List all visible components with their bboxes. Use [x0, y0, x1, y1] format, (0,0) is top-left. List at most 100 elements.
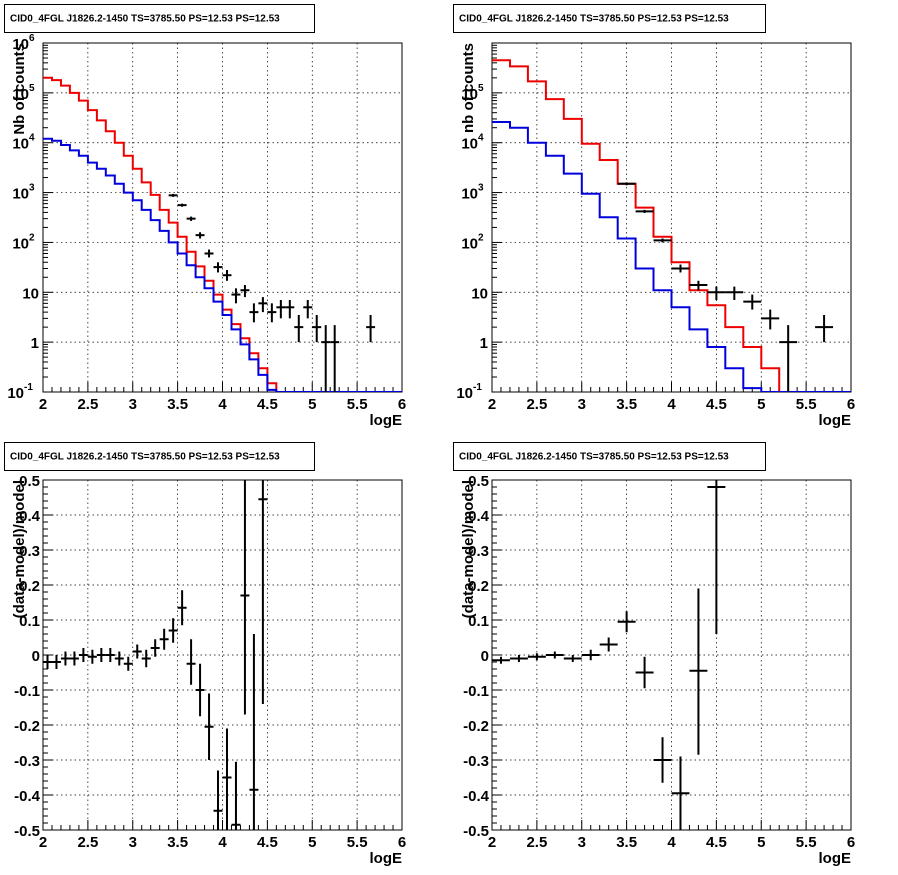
y-tick-label: 0.1: [468, 613, 489, 630]
data-point: [689, 588, 708, 755]
x-tick-label: 4: [667, 396, 676, 413]
data-point: [527, 653, 546, 661]
y-axis-label: Nb of counts: [11, 43, 28, 135]
data-point: [492, 656, 510, 664]
data-point: [815, 315, 834, 343]
data-point: [87, 649, 97, 664]
x-tick-label: 2.5: [526, 396, 547, 413]
title-box: [4, 442, 315, 471]
data-point: [195, 232, 205, 239]
y-tick-label: -0.1: [14, 683, 40, 700]
data-point: [545, 651, 564, 659]
y-tick-label: 10: [461, 136, 478, 153]
data-point: [150, 639, 160, 657]
x-tick-label: 5.5: [347, 396, 368, 413]
x-tick-label: 4: [218, 396, 227, 413]
x-tick-label: 3.5: [167, 834, 188, 851]
y-tick-exponent: 6: [29, 33, 35, 44]
x-tick-label: 3: [578, 834, 586, 851]
title-box: [453, 442, 766, 471]
x-axis-label: logE: [819, 412, 852, 429]
x-tick-label: 5.5: [347, 834, 368, 851]
data-point: [303, 300, 313, 319]
data-point: [204, 693, 214, 760]
y-tick-label: -0.2: [463, 718, 489, 735]
chart-title: CID0_4FGL J1826.2-1450 TS=3785.50 PS=12.…: [459, 14, 729, 25]
y-tick-label: 0.3: [468, 543, 489, 560]
data-point: [285, 300, 295, 319]
y-tick-label: -0.2: [14, 718, 40, 735]
data-point: [231, 761, 241, 830]
data-point: [96, 648, 106, 662]
y-tick-exponent: 2: [478, 232, 484, 243]
x-tick-label: 3.5: [167, 396, 188, 413]
data-point: [707, 480, 726, 634]
x-tick-label: 2: [488, 396, 496, 413]
y-tick-label: -0.3: [463, 753, 489, 770]
data-point: [177, 590, 187, 626]
data-point: [240, 285, 250, 298]
y-tick-exponent: 4: [29, 133, 35, 144]
data-point: [105, 648, 115, 662]
data-point: [707, 286, 726, 301]
data-point: [294, 315, 304, 343]
title-box: [4, 4, 315, 33]
x-tick-label: 6: [398, 396, 406, 413]
y-tick-label: 0.5: [468, 473, 489, 490]
x-tick-label: 5: [308, 396, 316, 413]
data-point: [258, 297, 268, 313]
x-tick-label: 3: [129, 396, 137, 413]
data-point: [321, 325, 331, 392]
y-tick-label: 0: [32, 648, 40, 665]
plot-area: [43, 76, 402, 392]
data-point: [366, 315, 376, 343]
y-tick-label: 0.1: [19, 613, 40, 630]
data-point: [617, 182, 636, 186]
data-point: [635, 209, 654, 213]
y-tick-label: 0.2: [468, 578, 489, 595]
axis-ticks: [42, 479, 403, 831]
y-tick-label: 10: [461, 186, 478, 203]
y-tick-label: 0.5: [19, 473, 40, 490]
data-point: [267, 303, 277, 323]
data-point: [114, 651, 124, 666]
x-tick-label: 2: [39, 396, 47, 413]
data-point: [581, 649, 600, 661]
data-point: [653, 737, 672, 783]
y-tick-exponent: 5: [478, 83, 484, 94]
x-tick-label: 2: [488, 834, 496, 851]
y-tick-label: 1: [480, 335, 488, 352]
x-tick-label: 2: [39, 834, 47, 851]
x-tick-label: 5: [757, 834, 765, 851]
x-tick-label: 3.5: [616, 834, 637, 851]
y-tick-label: -0.5: [14, 823, 40, 840]
plot-frame: [42, 42, 403, 393]
y-tick-exponent: 4: [478, 133, 484, 144]
data-point: [132, 644, 142, 659]
data-point: [312, 315, 322, 343]
x-tick-label: 4: [218, 834, 227, 851]
x-tick-label: 6: [847, 396, 855, 413]
y-tick-label: 10: [12, 235, 29, 252]
x-axis-label: logE: [370, 412, 403, 429]
y-tick-exponent: -1: [473, 382, 482, 393]
x-axis-label: logE: [370, 850, 403, 867]
residual-panel-right: CID0_4FGL J1826.2-1450 TS=3785.50 PS=12.…: [453, 442, 855, 867]
data-point: [222, 269, 232, 281]
y-tick-label: -0.3: [14, 753, 40, 770]
data-point: [779, 325, 798, 392]
data-point: [51, 655, 61, 669]
component-model-histogram: [43, 137, 402, 392]
plot-area: [492, 480, 726, 830]
y-tick-label: 10: [12, 136, 29, 153]
total-model-histogram: [43, 76, 402, 392]
data-point: [213, 262, 223, 273]
x-tick-label: 2.5: [526, 834, 547, 851]
data-point: [231, 288, 241, 304]
y-axis-label: nb of counts: [460, 43, 477, 133]
x-tick-label: 4.5: [706, 834, 727, 851]
y-tick-exponent: 3: [478, 183, 484, 194]
grid: [492, 43, 851, 392]
data-point: [635, 656, 654, 689]
data-point: [599, 637, 618, 652]
